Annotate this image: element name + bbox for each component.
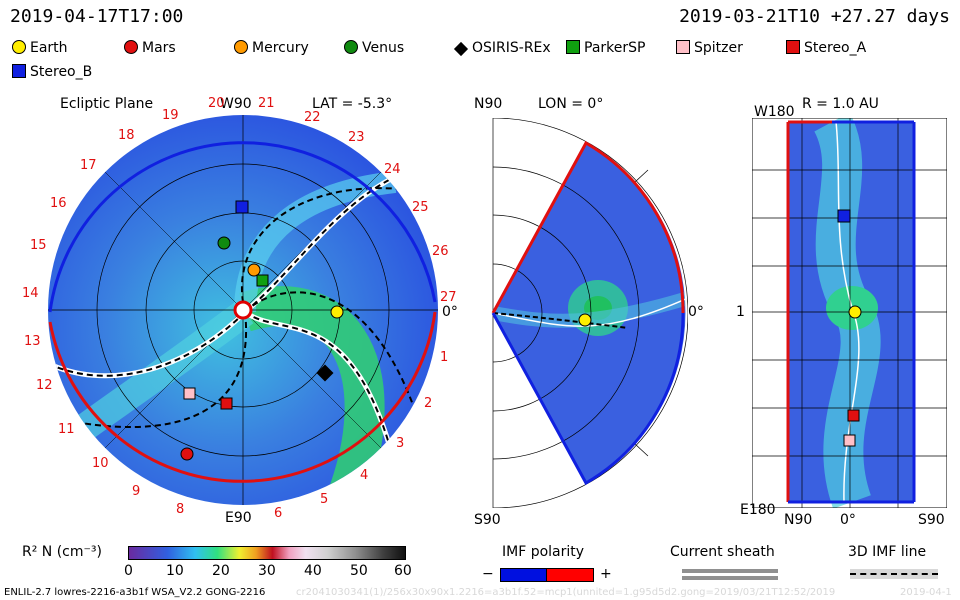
marker-spitzer-radial — [843, 434, 856, 447]
imf-plus: + — [600, 566, 612, 582]
tick-22: 22 — [304, 110, 321, 125]
tick-1: 1 — [440, 350, 449, 365]
tick-15: 15 — [30, 238, 47, 253]
tick-8: 8 — [176, 502, 185, 517]
marker-earth — [330, 305, 344, 319]
marker-venus — [217, 236, 231, 250]
tick-21: 21 — [258, 96, 275, 111]
ecliptic-plane-plot — [48, 115, 438, 505]
footer-model-info: ENLIL-2.7 lowres-2216-a3b1f WSA_V2.2 GON… — [4, 587, 266, 598]
ecliptic-title: Ecliptic Plane — [60, 96, 154, 112]
tick-2: 2 — [424, 396, 433, 411]
marker-earth-meridional — [578, 313, 592, 327]
tick-18: 18 — [118, 128, 135, 143]
colorbar-tick: 10 — [166, 563, 184, 579]
radial-mid-left: 1 — [736, 304, 745, 320]
radial-x-right: S90 — [918, 512, 945, 528]
marker-stereo-b — [235, 200, 249, 214]
current-sheath-line — [682, 576, 778, 580]
meridional-top-label: N90 — [474, 96, 503, 112]
meridional-bottom-label: S90 — [474, 512, 501, 528]
marker-spitzer — [183, 387, 196, 400]
imf-positive-swatch — [546, 568, 594, 582]
tick-26: 26 — [432, 244, 449, 259]
marker-earth-radial — [848, 305, 862, 319]
tick-12: 12 — [36, 378, 53, 393]
colorbar — [128, 546, 406, 560]
tick-20: 20 — [208, 96, 225, 111]
radial-top-left: W180 — [754, 104, 795, 120]
model-time: 2019-04-17T17:00 — [10, 6, 184, 27]
radial-surface-plot — [752, 118, 947, 508]
colorbar-tick: 0 — [124, 563, 133, 579]
imf-negative-swatch — [500, 568, 548, 582]
marker-mercury — [247, 263, 261, 277]
legend-venus: Venus — [344, 40, 404, 56]
colorbar-tick: 60 — [394, 563, 412, 579]
legend-earth: Earth — [12, 40, 68, 56]
tick-3: 3 — [396, 436, 405, 451]
tick-9: 9 — [132, 484, 141, 499]
imf-polarity-title: IMF polarity — [502, 544, 585, 560]
colorbar-tick: 30 — [258, 563, 276, 579]
colorbar-tick: 20 — [212, 563, 230, 579]
ecliptic-bottom-label: E90 — [225, 510, 252, 526]
meridional-title: LON = 0° — [538, 96, 604, 112]
legend-stereo-a: Stereo_A — [786, 40, 866, 56]
imf-minus: − — [482, 566, 494, 582]
radial-bottom-left: E180 — [740, 502, 776, 518]
marker-osiris-rex — [316, 364, 334, 382]
legend-stereo-b: Stereo_B — [12, 64, 92, 80]
legend-mercury: Mercury — [234, 40, 309, 56]
radial-x-left: N90 — [784, 512, 813, 528]
tick-17: 17 — [80, 158, 97, 173]
legend-mars: Mars — [124, 40, 176, 56]
current-sheath-line — [682, 569, 778, 573]
footer-run-info: cr2041030341(1)/256x30x90x1.2216=a3b1f.5… — [296, 587, 836, 598]
tick-16: 16 — [50, 196, 67, 211]
tick-10: 10 — [92, 456, 109, 471]
radial-x-mid: 0° — [840, 512, 856, 528]
ecliptic-lat: LAT = -5.3° — [312, 96, 393, 112]
run-time: 2019-03-21T10 +27.27 days — [679, 6, 950, 27]
tick-6: 6 — [274, 506, 283, 521]
tick-4: 4 — [360, 468, 369, 483]
radial-title: R = 1.0 AU — [802, 96, 879, 112]
colorbar-tick: 40 — [304, 563, 322, 579]
ecliptic-right-label: 0° — [442, 304, 458, 320]
tick-5: 5 — [320, 492, 329, 507]
marker-stereo-a-radial — [847, 409, 860, 422]
marker-stereo-a — [220, 397, 233, 410]
current-sheath-title: Current sheath — [670, 544, 775, 560]
colorbar-label: R² N (cm⁻³) — [22, 544, 102, 560]
tick-25: 25 — [412, 200, 429, 215]
marker-parkersp — [256, 274, 269, 287]
ecliptic-top-label: W90 — [220, 96, 252, 112]
tick-13: 13 — [24, 334, 41, 349]
tick-23: 23 — [348, 130, 365, 145]
tick-11: 11 — [58, 422, 75, 437]
marker-stereo-b-radial — [837, 209, 851, 223]
imf3d-title: 3D IMF line — [848, 544, 927, 560]
tick-14: 14 — [22, 286, 39, 301]
meridional-plane-plot — [491, 118, 688, 508]
tick-19: 19 — [162, 108, 179, 123]
tick-24: 24 — [384, 162, 401, 177]
imf3d-line — [850, 573, 938, 575]
legend-parkersp: ParkerSP — [566, 40, 645, 56]
meridional-right-label: 0° — [688, 304, 704, 320]
tick-27: 27 — [440, 290, 457, 305]
legend-osiris-rex: OSIRIS-REx — [453, 40, 551, 57]
marker-mars — [180, 447, 194, 461]
footer-date: 2019-04-1 — [900, 587, 952, 598]
legend-spitzer: Spitzer — [676, 40, 743, 56]
colorbar-tick: 50 — [350, 563, 368, 579]
